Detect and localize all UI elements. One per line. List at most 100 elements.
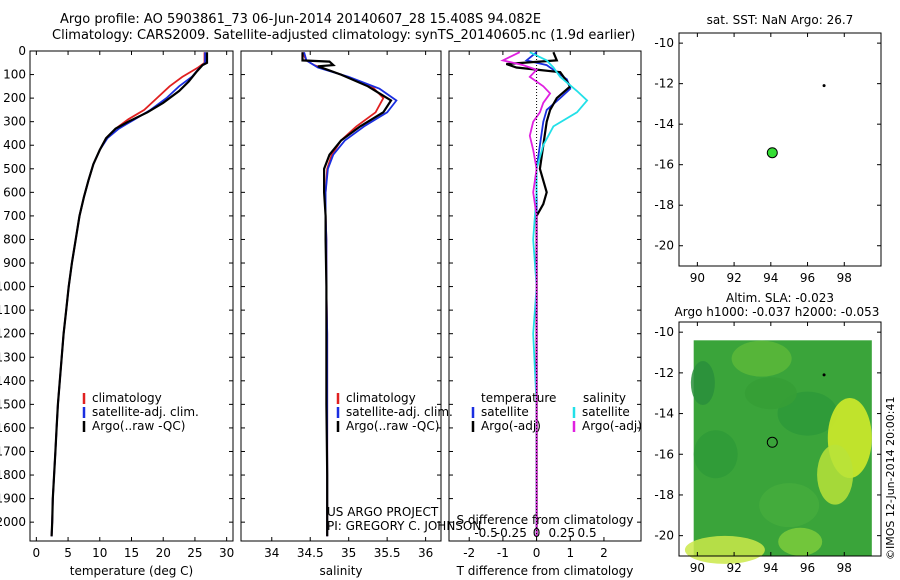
legend-label: climatology bbox=[92, 391, 162, 405]
depth-tick-label: 1700 bbox=[0, 444, 26, 458]
legend-header-salinity: salinity bbox=[583, 391, 626, 405]
depth-tick-label: 800 bbox=[3, 232, 26, 246]
depth-tick-label: 2000 bbox=[0, 515, 26, 529]
depth-tick-label: 0 bbox=[18, 44, 26, 58]
sst_map-ytick-label: -10 bbox=[654, 36, 674, 50]
imos-stamp: ©IMOS 12-Jun-2014 20:00:41 bbox=[884, 396, 897, 560]
title-line-2: Climatology: CARS2009. Satellite-adjuste… bbox=[52, 28, 636, 43]
sla_map-xtick-label: 90 bbox=[690, 561, 705, 575]
sst_map-ytick-label: -18 bbox=[654, 198, 674, 212]
salinity-axes-frame bbox=[240, 50, 442, 542]
sst_map-ytick-label: -12 bbox=[654, 77, 674, 91]
temperature-xtick-label: 30 bbox=[219, 546, 234, 560]
temperature-xtick-label: 10 bbox=[92, 546, 107, 560]
depth-tick-label: 300 bbox=[3, 115, 26, 129]
salinity-xtick-label: 34.5 bbox=[297, 546, 324, 560]
differences-xtick-label: 2 bbox=[600, 546, 608, 560]
sla-map-title-1: Altim. SLA: -0.023 bbox=[726, 291, 834, 305]
sst_map-xtick-label: 98 bbox=[837, 271, 852, 285]
differences-s-tick-label: 0.25 bbox=[548, 526, 575, 540]
temperature-xtick-label: 20 bbox=[156, 546, 171, 560]
differences-s-tick-label: -0.5 bbox=[474, 526, 497, 540]
depth-tick-label: 600 bbox=[3, 185, 26, 199]
sla_map-ytick-label: -10 bbox=[654, 325, 674, 339]
sla-map-title-2: Argo h1000: -0.037 h2000: -0.053 bbox=[675, 305, 880, 319]
differences-s-tick-label: 0.5 bbox=[578, 526, 597, 540]
legend-label: Argo(..raw -QC) bbox=[346, 419, 439, 433]
depth-tick-label: 1200 bbox=[0, 327, 26, 341]
sla_map-ytick-label: -14 bbox=[654, 407, 674, 421]
salinity-series-satellite-adj--clim- bbox=[303, 51, 398, 537]
sst_map-ytick-label: -14 bbox=[654, 117, 674, 131]
project-label: US ARGO PROJECT bbox=[327, 505, 439, 519]
depth-tick-label: 1500 bbox=[0, 397, 26, 411]
sla-field-patch bbox=[778, 527, 823, 556]
legend-label: satellite bbox=[481, 405, 529, 419]
depth-tick-label: 100 bbox=[3, 68, 26, 82]
differences-xtick-label: -2 bbox=[463, 546, 475, 560]
sla_map-ytick-label: -12 bbox=[654, 366, 674, 380]
differences-xtick-label: 1 bbox=[566, 546, 574, 560]
sla-field-patch bbox=[693, 430, 738, 479]
salinity-xtick-label: 35 bbox=[341, 546, 356, 560]
salinity-xtick-label: 36 bbox=[418, 546, 433, 560]
sla_map-axes-frame bbox=[678, 321, 882, 557]
differences-xtick-label: -1 bbox=[497, 546, 509, 560]
legend-label: satellite-adj. clim. bbox=[92, 405, 199, 419]
salinity-xlabel: salinity bbox=[319, 564, 362, 578]
temperature-axes-frame bbox=[29, 50, 234, 542]
salinity-xtick-label: 35.5 bbox=[374, 546, 401, 560]
sst_map-xtick-label: 90 bbox=[690, 271, 705, 285]
sst-map-title: sat. SST: NaN Argo: 26.7 bbox=[707, 13, 854, 27]
sla_map-ytick-label: -18 bbox=[654, 488, 674, 502]
sla_map-argo-marker bbox=[766, 436, 778, 448]
legend-label: Argo(..raw -QC) bbox=[92, 419, 185, 433]
sla_map-ytick-label: -16 bbox=[654, 447, 674, 461]
depth-tick-label: 500 bbox=[3, 162, 26, 176]
sla-field-patch bbox=[759, 483, 820, 528]
differences-s-tick-label: -0.25 bbox=[496, 526, 527, 540]
differences-xlabel: T difference from climatology bbox=[456, 564, 634, 578]
salinity-series-argo---raw--qc- bbox=[301, 52, 393, 537]
sst_map-axes-frame bbox=[678, 32, 882, 267]
temperature-series-satellite-adj--clim- bbox=[50, 52, 207, 537]
sla_map-ytick-label: -20 bbox=[654, 529, 674, 543]
temperature-series-climatology bbox=[50, 52, 206, 537]
sla-field-patch bbox=[684, 535, 765, 564]
temperature-xtick-label: 15 bbox=[124, 546, 139, 560]
title-line-1: Argo profile: AO 5903861_73 06-Jun-2014 … bbox=[60, 12, 542, 27]
temperature-xlabel: temperature (deg C) bbox=[70, 564, 193, 578]
sla_map-xtick-label: 92 bbox=[726, 561, 741, 575]
temperature-series-argo---raw--qc- bbox=[50, 52, 209, 537]
sla_map-track-point bbox=[822, 373, 826, 377]
legend-header-temperature: temperature bbox=[481, 391, 556, 405]
depth-tick-label: 1800 bbox=[0, 468, 26, 482]
sla-field-patch bbox=[731, 340, 792, 377]
legend-label: Argo(-adj) bbox=[582, 419, 642, 433]
differences-s-tick-label: 0 bbox=[533, 526, 541, 540]
legend-label: satellite bbox=[582, 405, 630, 419]
sla_map-xtick-label: 94 bbox=[763, 561, 778, 575]
temperature-xtick-label: 25 bbox=[187, 546, 202, 560]
depth-tick-label: 1300 bbox=[0, 350, 26, 364]
sla_map-xtick-label: 98 bbox=[837, 561, 852, 575]
sla-field-patch bbox=[777, 391, 838, 436]
depth-tick-label: 1000 bbox=[0, 280, 26, 294]
differences-xtick-label: 0 bbox=[533, 546, 541, 560]
differences-series-s-satellite bbox=[529, 51, 589, 537]
depth-tick-label: 1900 bbox=[0, 492, 26, 506]
depth-tick-label: 200 bbox=[3, 91, 26, 105]
sla_map-xtick-label: 96 bbox=[800, 561, 815, 575]
differences-series-t-argo--adj- bbox=[505, 51, 572, 537]
sla-field-patch bbox=[744, 377, 797, 410]
sst_map-ytick-label: -16 bbox=[654, 158, 674, 172]
sst_map-xtick-label: 92 bbox=[726, 271, 741, 285]
depth-tick-label: 400 bbox=[3, 138, 26, 152]
depth-tick-label: 1100 bbox=[0, 303, 26, 317]
legend-label: climatology bbox=[346, 391, 416, 405]
sst_map-ytick-label: -20 bbox=[654, 239, 674, 253]
sst_map-xtick-label: 94 bbox=[763, 271, 778, 285]
legend-label: satellite-adj. clim. bbox=[346, 405, 453, 419]
depth-tick-label: 700 bbox=[3, 209, 26, 223]
depth-tick-label: 1600 bbox=[0, 421, 26, 435]
